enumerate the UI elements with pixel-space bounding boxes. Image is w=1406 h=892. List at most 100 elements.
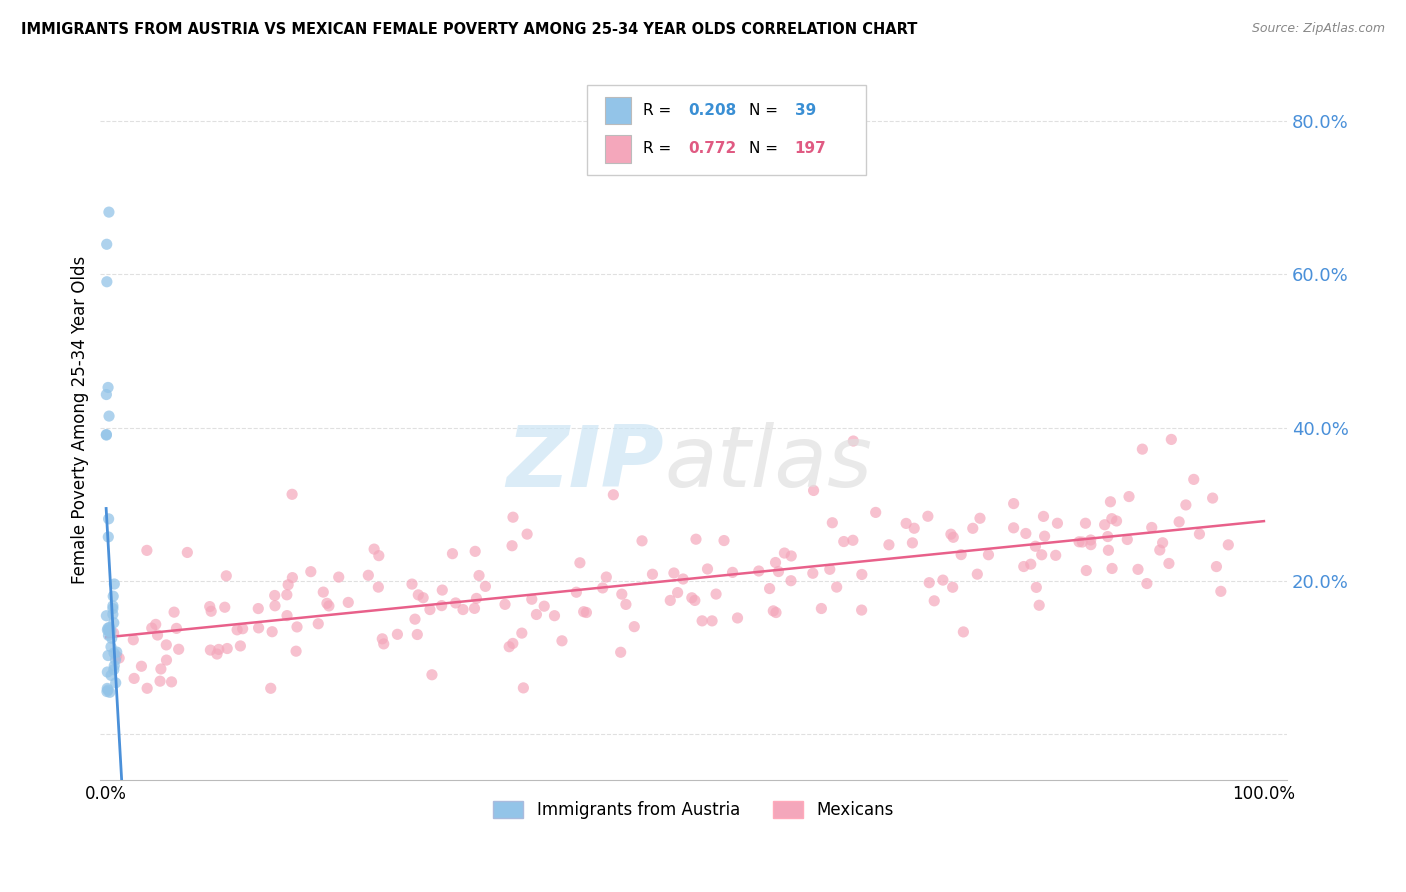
Point [631,533,654,548]
Point [516,527,538,541]
Point [762,604,785,618]
Point [430,599,453,613]
Text: R =: R = [643,103,676,119]
Point [1024,539,1046,553]
Point [312,585,335,599]
Point [681,591,703,605]
Point [105,645,128,659]
Point [1116,533,1139,547]
Point [543,608,565,623]
Point [97,621,120,635]
Point [149,674,172,689]
Point [260,681,283,696]
Point [96,275,118,289]
Point [1157,557,1180,571]
Point [122,632,145,647]
Point [609,645,631,659]
Point [96,387,118,401]
Point [412,591,434,605]
Point [337,595,360,609]
Point [865,505,887,519]
Point [285,620,308,634]
Point [977,548,1000,562]
Point [100,668,122,682]
Point [572,605,595,619]
FancyBboxPatch shape [605,97,631,125]
Point [1101,511,1123,525]
Point [727,611,749,625]
Point [803,483,825,498]
Point [404,612,426,626]
Point [96,608,118,623]
Point [357,568,380,582]
Point [299,565,322,579]
Point [96,681,118,696]
Point [666,585,689,599]
Point [176,545,198,559]
Point [441,547,464,561]
Point [1033,529,1056,543]
Point [373,637,395,651]
Point [969,511,991,525]
Point [942,530,965,544]
Point [1201,491,1223,505]
Point [122,672,145,686]
Point [623,620,645,634]
FancyBboxPatch shape [586,85,866,175]
Point [825,580,848,594]
Point [568,556,591,570]
Point [1152,535,1174,549]
Point [285,644,308,658]
Point [952,624,974,639]
Point [1074,516,1097,531]
Point [773,546,796,560]
Point [104,676,127,690]
Point [901,536,924,550]
Point [264,599,287,613]
Point [832,534,855,549]
Text: IMMIGRANTS FROM AUSTRIA VS MEXICAN FEMALE POVERTY AMONG 25-34 YEAR OLDS CORRELAT: IMMIGRANTS FROM AUSTRIA VS MEXICAN FEMAL… [21,22,918,37]
Point [97,628,120,642]
Point [408,588,430,602]
Point [419,602,441,616]
Point [942,580,965,594]
Point [966,567,988,582]
Point [903,521,925,535]
Point [592,581,614,595]
Point [1182,472,1205,486]
Point [108,651,131,665]
Point [103,577,125,591]
Point [166,621,188,635]
Point [318,599,340,613]
Point [950,548,973,562]
Point [533,599,555,614]
Point [149,662,172,676]
Point [502,510,524,524]
Point [160,674,183,689]
Point [713,533,735,548]
Point [100,632,122,646]
Point [520,592,543,607]
Point [226,623,249,637]
Point [1105,514,1128,528]
Point [659,593,682,607]
Text: atlas: atlas [664,422,872,505]
Point [103,663,125,677]
Point [1002,497,1025,511]
Point [768,565,790,579]
Point [1046,516,1069,531]
Point [387,627,409,641]
Point [1080,533,1102,547]
Point [229,639,252,653]
Point [565,585,588,599]
Point [103,589,125,603]
Point [263,589,285,603]
Point [918,575,941,590]
Point [367,549,389,563]
Point [696,562,718,576]
Point [494,598,516,612]
Point [1002,521,1025,535]
Point [100,624,122,638]
Point [281,571,304,585]
Text: N =: N = [749,103,783,119]
